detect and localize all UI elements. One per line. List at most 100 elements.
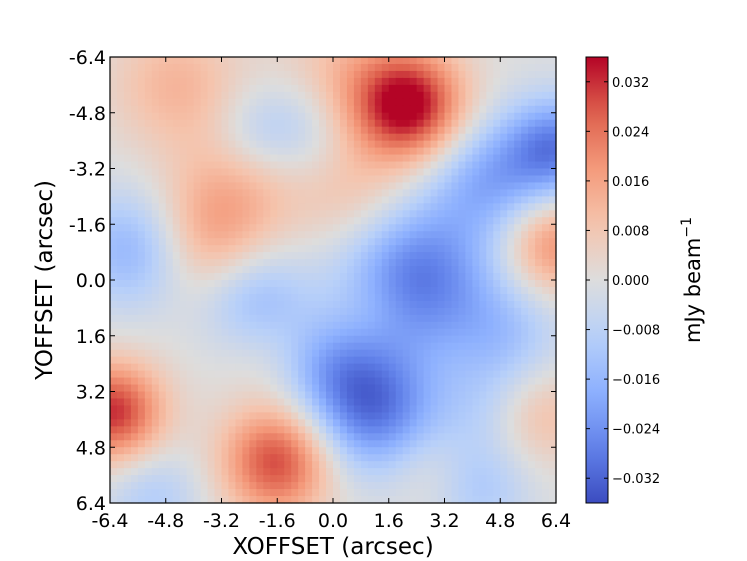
heatmap-cell bbox=[346, 154, 355, 163]
heatmap-cell bbox=[179, 140, 188, 149]
heatmap-cell bbox=[165, 259, 174, 267]
heatmap-cell bbox=[416, 391, 425, 400]
heatmap-cell bbox=[451, 189, 460, 197]
heatmap-cell bbox=[221, 154, 230, 163]
heatmap-cell bbox=[137, 384, 146, 393]
heatmap-cell bbox=[339, 147, 348, 156]
heatmap-cell bbox=[451, 461, 460, 469]
heatmap-cell bbox=[528, 210, 536, 218]
heatmap-cell bbox=[549, 161, 557, 170]
heatmap-cell bbox=[319, 482, 327, 490]
heatmap-cell bbox=[360, 293, 369, 302]
heatmap-cell bbox=[465, 266, 473, 274]
heatmap-cell bbox=[535, 168, 543, 177]
heatmap-cell bbox=[270, 377, 278, 386]
heatmap-cell bbox=[256, 154, 264, 163]
heatmap-cell bbox=[451, 91, 460, 100]
heatmap-cell bbox=[395, 210, 404, 218]
heatmap-cell bbox=[451, 280, 460, 288]
heatmap-cell bbox=[458, 440, 467, 448]
heatmap-cell bbox=[423, 342, 432, 351]
heatmap-cell bbox=[116, 175, 125, 184]
x-tick-label: -6.4 bbox=[91, 510, 128, 532]
heatmap-cell bbox=[444, 203, 453, 211]
heatmap-cell bbox=[339, 461, 348, 469]
heatmap-cell bbox=[409, 454, 418, 462]
heatmap-cell bbox=[179, 231, 188, 239]
heatmap-cell bbox=[312, 210, 320, 218]
heatmap-cell bbox=[458, 245, 467, 253]
heatmap-cell bbox=[353, 489, 362, 497]
x-tick-label: 1.6 bbox=[374, 510, 404, 532]
heatmap-cell bbox=[521, 57, 529, 65]
heatmap-cell bbox=[158, 384, 167, 393]
heatmap-cell bbox=[186, 454, 195, 462]
heatmap-cell bbox=[263, 280, 271, 288]
heatmap-cell bbox=[458, 105, 467, 114]
heatmap-cell bbox=[528, 447, 536, 455]
heatmap-cell bbox=[256, 300, 264, 309]
heatmap-cell bbox=[451, 259, 460, 267]
heatmap-cell bbox=[179, 293, 188, 302]
heatmap-cell bbox=[472, 419, 480, 427]
heatmap-cell bbox=[116, 161, 125, 170]
heatmap-cell bbox=[500, 405, 508, 414]
heatmap-cell bbox=[137, 203, 146, 211]
heatmap-cell bbox=[437, 412, 446, 420]
heatmap-cell bbox=[472, 112, 480, 121]
heatmap-cell bbox=[263, 231, 271, 239]
heatmap-cell bbox=[270, 91, 278, 100]
heatmap-cell bbox=[214, 98, 223, 107]
heatmap-cell bbox=[451, 105, 460, 114]
heatmap-cell bbox=[221, 356, 230, 365]
heatmap-cell bbox=[395, 377, 404, 386]
heatmap-cell bbox=[151, 440, 160, 448]
y-tick-label: 4.8 bbox=[76, 437, 106, 459]
heatmap-cell bbox=[249, 224, 257, 232]
heatmap-cell bbox=[214, 419, 223, 427]
heatmap-cell bbox=[263, 314, 271, 323]
heatmap-cell bbox=[172, 377, 181, 386]
heatmap-cell bbox=[193, 335, 202, 344]
heatmap-cell bbox=[312, 119, 320, 128]
heatmap-cell bbox=[388, 377, 397, 386]
heatmap-cell bbox=[528, 280, 536, 288]
heatmap-cell bbox=[381, 147, 390, 156]
heatmap-cell bbox=[416, 475, 425, 483]
heatmap-cell bbox=[486, 112, 494, 121]
heatmap-cell bbox=[535, 482, 543, 490]
heatmap-cell bbox=[256, 196, 264, 204]
heatmap-cell bbox=[298, 217, 306, 225]
heatmap-cell bbox=[291, 468, 299, 476]
heatmap-cell bbox=[193, 133, 202, 142]
heatmap-cell bbox=[493, 475, 501, 483]
heatmap-cell bbox=[444, 482, 453, 490]
heatmap-cell bbox=[235, 391, 244, 400]
heatmap-cell bbox=[249, 377, 257, 386]
heatmap-cell bbox=[158, 433, 167, 441]
heatmap-cell bbox=[165, 91, 174, 100]
heatmap-cell bbox=[263, 147, 271, 156]
heatmap-cell bbox=[200, 419, 209, 427]
heatmap-cell bbox=[179, 454, 188, 462]
heatmap-cell bbox=[242, 286, 250, 295]
heatmap-cell bbox=[535, 245, 543, 253]
heatmap-cell bbox=[465, 286, 473, 295]
heatmap-cell bbox=[221, 161, 230, 170]
heatmap-cell bbox=[465, 147, 473, 156]
heatmap-cell bbox=[430, 245, 439, 253]
heatmap-cell bbox=[339, 335, 348, 344]
heatmap-cell bbox=[472, 266, 480, 274]
heatmap-cell bbox=[500, 447, 508, 455]
heatmap-cell bbox=[298, 91, 306, 100]
heatmap-cell bbox=[430, 112, 439, 121]
heatmap-cell bbox=[346, 77, 355, 86]
heatmap-cell bbox=[165, 273, 174, 281]
heatmap-cell bbox=[486, 496, 494, 504]
heatmap-cell bbox=[312, 273, 320, 281]
heatmap-cell bbox=[374, 154, 383, 163]
heatmap-cell bbox=[116, 189, 125, 197]
heatmap-cell bbox=[207, 196, 216, 204]
heatmap-cell bbox=[242, 245, 250, 253]
heatmap-cell bbox=[116, 196, 125, 204]
